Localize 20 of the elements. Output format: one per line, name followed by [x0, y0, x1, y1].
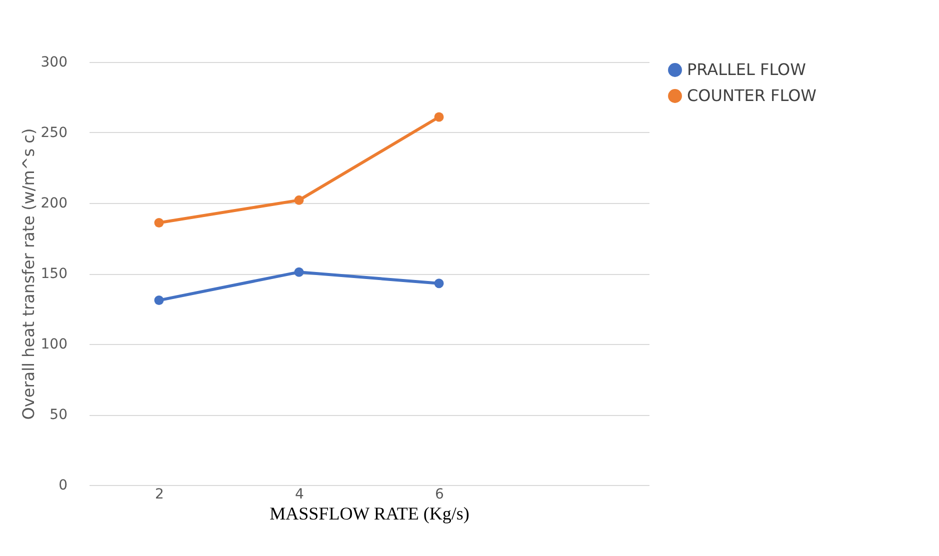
legend-label: PRALLEL FLOW: [687, 60, 806, 79]
x-tick-label: 2: [155, 486, 164, 502]
y-tick-label: 250: [40, 125, 68, 141]
x-tick-label: 6: [435, 486, 444, 502]
x-axis-title: MASSFLOW RATE (Kg/s): [270, 504, 470, 524]
y-tick-label: 0: [58, 478, 68, 494]
point: [434, 112, 444, 122]
y-tick-label: 150: [40, 266, 68, 282]
point: [294, 267, 304, 277]
y-tick-label: 200: [40, 196, 68, 212]
legend-label: COUNTER FLOW: [687, 86, 817, 105]
y-tick-label: 300: [40, 54, 68, 70]
point: [154, 218, 164, 228]
y-tick-label: 100: [40, 336, 68, 352]
point: [434, 278, 444, 288]
x-tick-label: 4: [295, 486, 304, 502]
point: [154, 296, 164, 306]
point: [294, 195, 304, 205]
y-tick-label: 50: [50, 407, 68, 423]
y-axis-title: Overall heat transfer rate (w/m^s c): [18, 128, 38, 420]
